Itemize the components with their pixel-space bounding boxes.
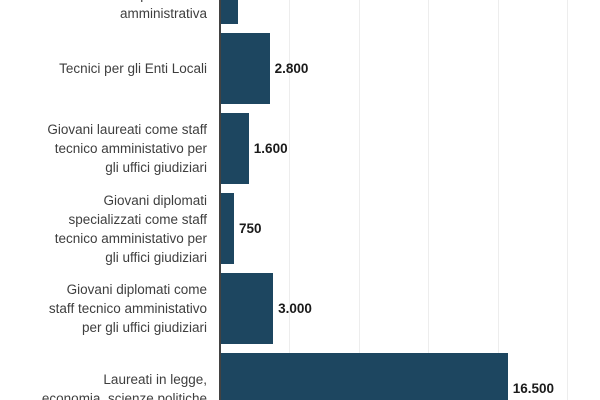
bar-value-label: 3.000 [278, 300, 312, 316]
category-label: Tecnici per gli Enti Locali [0, 59, 207, 78]
category-label-line: Giovani laureati come staff [47, 122, 207, 137]
y-axis-line [219, 0, 221, 400]
category-label-line: Giovani diplomati come [66, 282, 207, 297]
bar [221, 0, 239, 24]
category-label: Giovani laureati come staff tecnico ammin… [0, 120, 207, 177]
bar [221, 33, 270, 104]
gridline [497, 0, 499, 400]
bar-value-label: 1.600 [253, 140, 288, 156]
bar [221, 353, 508, 400]
bar-value-label: 750 [239, 220, 262, 236]
bar [221, 113, 249, 184]
category-label-line: gli uffici giudiziari [105, 249, 207, 265]
gridline [428, 0, 429, 400]
category-label: Giovani diplomati come staff tecnico ammi… [0, 280, 207, 337]
category-label-line: semplificazione [0, 0, 207, 4]
category-label-line: economia, scienze politiche [41, 390, 207, 400]
category-label: semplificazione amministrativa [0, 0, 207, 23]
category-label-line: specializzati come staff [68, 211, 207, 227]
category-label-line: tecnico amministativo per [54, 230, 207, 246]
category-label: Giovani diplomati specializzati come staf… [0, 191, 207, 267]
category-label-line: amministrativa [119, 6, 207, 21]
category-label-line: Tecnici per gli Enti Locali [59, 61, 207, 76]
bar [221, 273, 274, 344]
category-label-line: staff tecnico amministativo [48, 301, 207, 316]
gridline [358, 0, 360, 400]
category-label-line: gli uffici giudiziari [105, 160, 207, 175]
category-label: Laureati in legge, economia, scienze poli… [0, 370, 207, 400]
category-label-line: Giovani diplomati [103, 192, 207, 208]
bar [221, 193, 235, 264]
bar-value-label: 16.500 [512, 380, 554, 396]
gridline [289, 0, 290, 400]
category-label-line: tecnico amministativo per [54, 141, 207, 156]
category-label-line: per gli uffici giudiziari [81, 320, 207, 335]
bar-value-label: 2.800 [274, 60, 309, 76]
gridline [567, 0, 568, 400]
category-label-line: Laureati in legge, [103, 371, 207, 387]
